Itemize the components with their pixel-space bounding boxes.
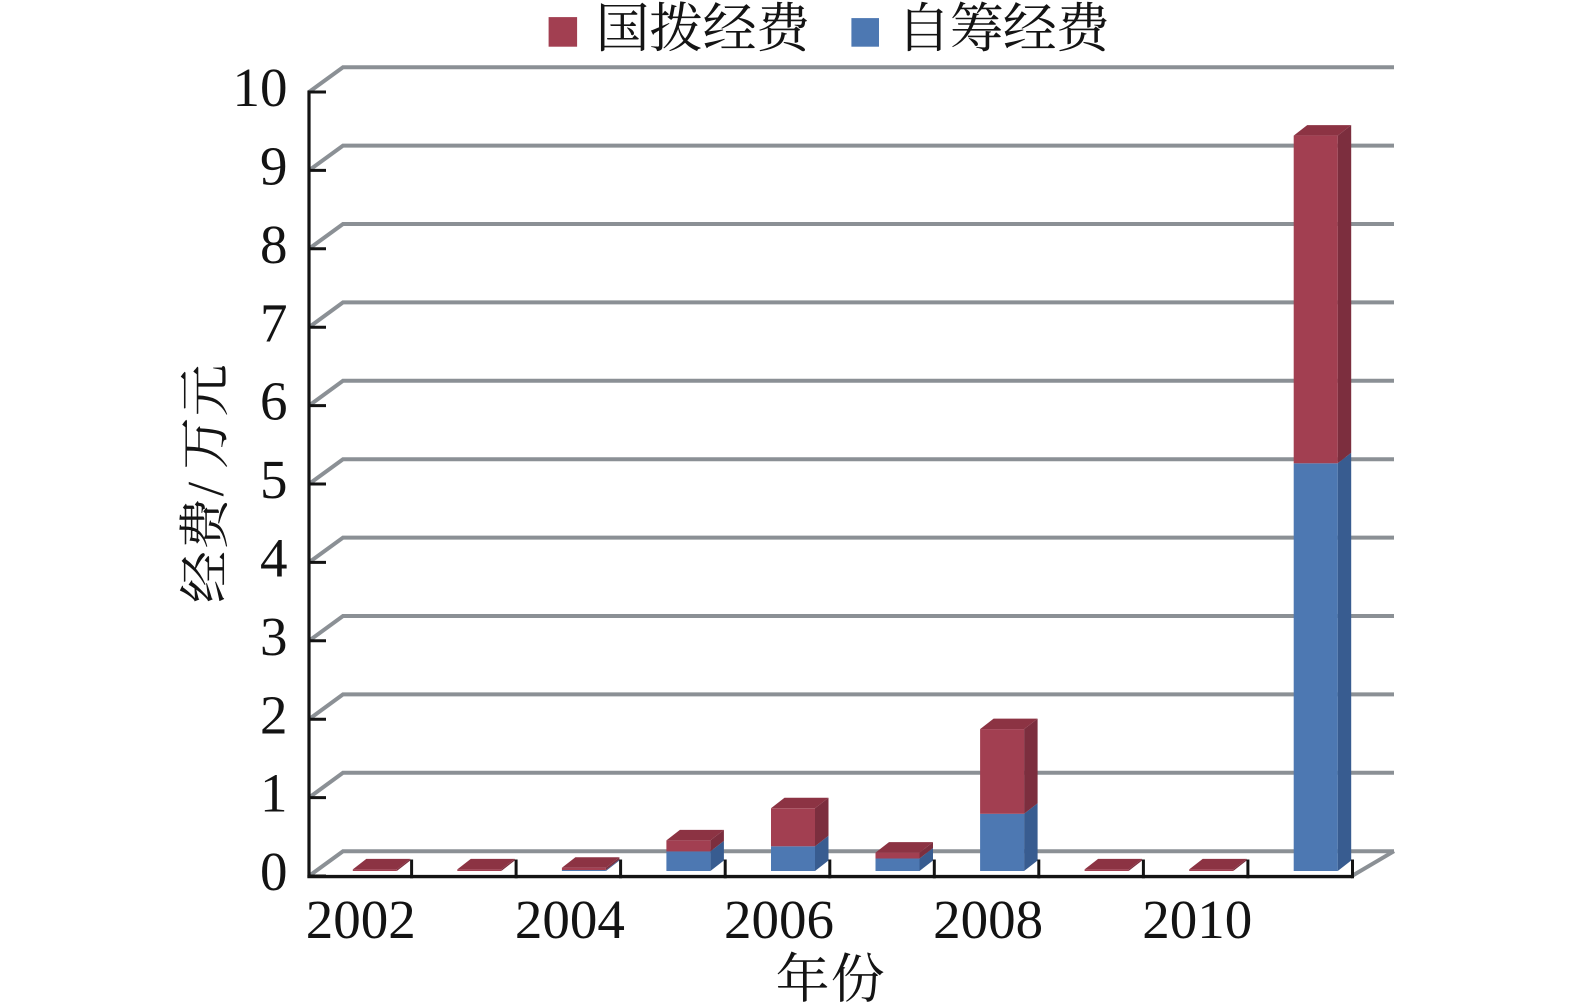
svg-text:/: / — [178, 481, 235, 496]
svg-text:1: 1 — [260, 763, 288, 824]
svg-text:2002: 2002 — [306, 889, 416, 950]
svg-text:6: 6 — [260, 371, 288, 432]
svg-text:2004: 2004 — [515, 889, 625, 950]
svg-text:4: 4 — [260, 528, 288, 589]
svg-text:2006: 2006 — [724, 889, 834, 950]
svg-text:8: 8 — [260, 214, 288, 275]
svg-text:3: 3 — [260, 606, 288, 667]
svg-text:9: 9 — [260, 136, 288, 197]
svg-text:2: 2 — [260, 684, 288, 745]
svg-text:2010: 2010 — [1142, 889, 1252, 950]
svg-text:5: 5 — [260, 449, 288, 510]
svg-text:0: 0 — [260, 841, 288, 902]
svg-text:7: 7 — [260, 292, 288, 353]
svg-text:2008: 2008 — [933, 889, 1043, 950]
svg-text:10: 10 — [233, 57, 288, 118]
